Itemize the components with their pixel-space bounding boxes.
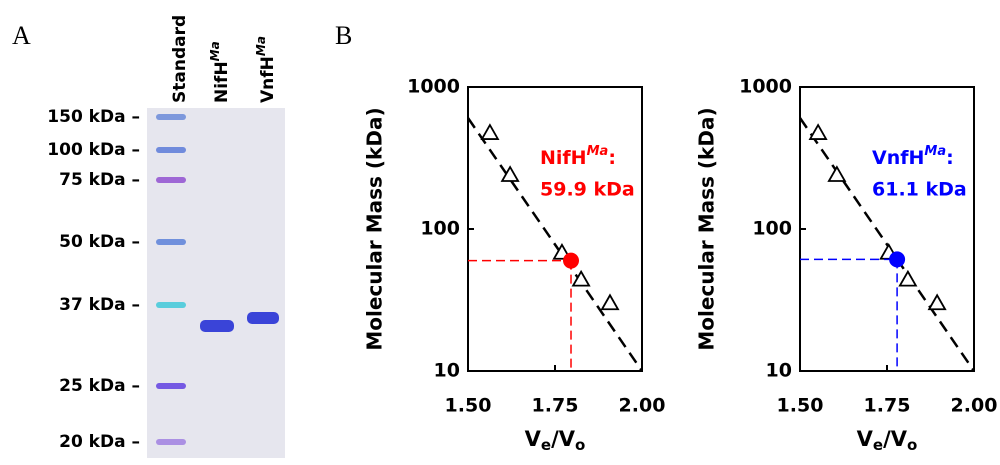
annotation-text: : (608, 147, 616, 169)
annotation-name: NifHMa: (540, 144, 616, 169)
annotation-value: 61.1 kDa (872, 179, 967, 201)
marker-band (156, 177, 186, 183)
panel-label: A (12, 21, 31, 50)
y-tick-label: 1000 (407, 76, 460, 98)
plot-frame (800, 87, 974, 371)
standard-point (900, 272, 916, 286)
sample-band (247, 312, 279, 324)
annotation-sup: Ma (924, 144, 946, 159)
sample-point (889, 251, 905, 267)
y-tick-label: 100 (420, 218, 460, 240)
lane-sup: Ma (208, 41, 222, 61)
marker-band (156, 114, 186, 120)
plot-frame (468, 87, 642, 371)
x-tick-label: 2.00 (951, 395, 998, 417)
lane-text: NifH (212, 61, 232, 103)
x-tick-label: 1.50 (445, 395, 492, 417)
marker-label: 50 kDa – (59, 232, 140, 252)
marker-label: 20 kDa – (59, 432, 140, 452)
x-axis-title: Ve/Vo (857, 427, 918, 454)
annotation-sup: Ma (587, 144, 609, 159)
x-axis-title: Ve/Vo (525, 427, 586, 454)
sample-band (200, 320, 234, 332)
y-tick-label: 1000 (739, 76, 792, 98)
marker-label: 150 kDa – (47, 107, 140, 127)
marker-label: 75 kDa – (59, 170, 140, 190)
x-title-part: V (525, 427, 542, 451)
marker-label: 100 kDa – (47, 140, 140, 160)
lane-label: VnfHMa (254, 36, 279, 103)
y-axis-title: Molecular Mass (kDa) (695, 107, 719, 350)
x-title-part: e (541, 436, 551, 454)
gel (147, 108, 285, 458)
marker-band (156, 383, 186, 389)
marker-band (156, 439, 186, 445)
standard-point (573, 272, 589, 286)
lane-label: NifHMa (208, 41, 233, 103)
annotation-text: NifH (540, 147, 587, 169)
standard-point (810, 125, 826, 139)
lane-sup: Ma (254, 36, 268, 56)
marker-band (156, 147, 186, 153)
y-tick-label: 10 (434, 360, 460, 382)
x-tick-label: 2.00 (619, 395, 666, 417)
standard-point (482, 125, 498, 139)
lane-text: Standard (170, 15, 190, 103)
x-title-part: e (873, 436, 883, 454)
figure: A B 150 kDa – 100 kDa – 75 kDa – 50 kDa – 37… (0, 0, 1000, 461)
marker-band (156, 239, 186, 245)
marker-label: 25 kDa – (59, 376, 140, 396)
annotation-name: VnfHMa: (872, 144, 954, 169)
lane-label: Standard (170, 15, 190, 103)
standard-point (829, 167, 845, 181)
sample-point (563, 253, 579, 269)
x-tick-label: 1.75 (532, 395, 579, 417)
x-tick-label: 1.75 (864, 395, 911, 417)
annotation-text: : (946, 147, 954, 169)
x-title-part: o (575, 436, 585, 454)
y-axis-title: Molecular Mass (kDa) (363, 107, 387, 350)
annotation-value: 59.9 kDa (540, 179, 635, 201)
marker-label: 37 kDa – (59, 295, 140, 315)
lane-text: VnfH (258, 56, 278, 103)
annotation-text: VnfH (872, 147, 924, 169)
x-title-part: /V (883, 427, 908, 451)
x-tick-label: 1.50 (777, 395, 824, 417)
x-title-part: /V (551, 427, 576, 451)
standard-point (929, 295, 945, 309)
x-title-part: o (907, 436, 917, 454)
x-title-part: V (857, 427, 874, 451)
panel-label: B (335, 21, 352, 50)
standard-point (602, 295, 618, 309)
y-tick-label: 100 (752, 218, 792, 240)
marker-band (156, 302, 186, 308)
y-tick-label: 10 (766, 360, 792, 382)
